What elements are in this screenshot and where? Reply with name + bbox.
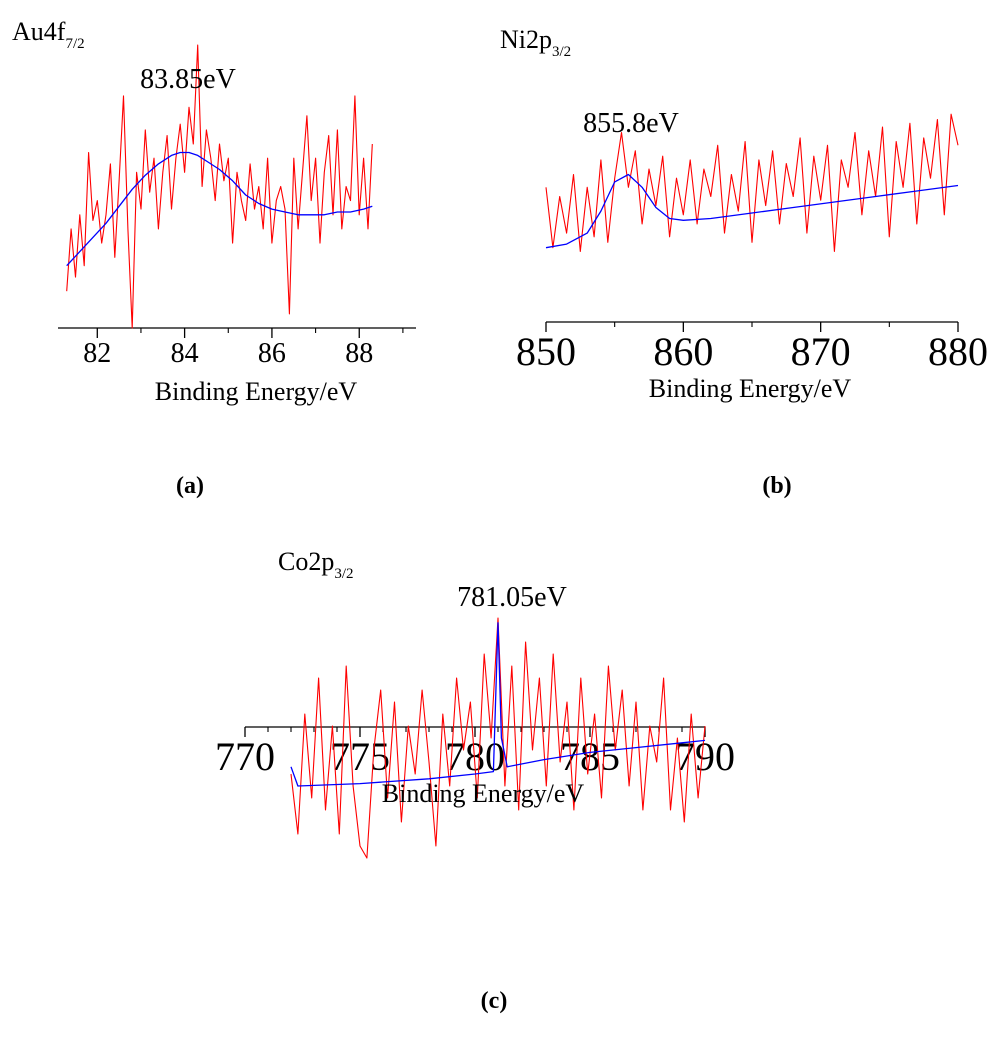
peak-annotation: 83.85eV bbox=[140, 64, 236, 95]
chart-panel-a: 82 84 86 88 Au4f7/2 83.85eV Binding Energy/eV (… bbox=[12, 17, 416, 499]
x-tick-label: 790 bbox=[675, 734, 735, 779]
x-tick-label: 88 bbox=[345, 338, 373, 369]
x-tick-label: 84 bbox=[171, 338, 199, 369]
data-series-line bbox=[290, 617, 706, 859]
fit-curve-line bbox=[545, 173, 959, 249]
panel-label: (c) bbox=[481, 988, 508, 1014]
x-tick-label: 775 bbox=[330, 734, 390, 779]
x-tick-label: 860 bbox=[653, 329, 713, 374]
x-axis-label: Binding Energy/eV bbox=[155, 377, 358, 406]
x-tick-label: 86 bbox=[258, 338, 286, 369]
spectrum-title: Co2p3/2 bbox=[278, 547, 354, 582]
panel-label: (b) bbox=[762, 473, 791, 499]
spectrum-title-subscript: 7/2 bbox=[65, 36, 84, 52]
x-tick-label: 880 bbox=[928, 329, 988, 374]
x-tick-label: 770 bbox=[215, 734, 275, 779]
x-axis-label: Binding Energy/eV bbox=[649, 374, 852, 403]
x-tick-label: 870 bbox=[791, 329, 851, 374]
fit-curve-line bbox=[66, 151, 373, 267]
data-series-line bbox=[66, 44, 373, 329]
fit-curve-line bbox=[290, 622, 706, 787]
data-series-line bbox=[545, 113, 959, 252]
peak-annotation: 781.05eV bbox=[457, 582, 567, 613]
panel-label: (a) bbox=[176, 473, 204, 499]
spectrum-title-subscript: 3/2 bbox=[334, 566, 353, 582]
chart-panel-b: 850 860 870 880 Ni2p3/2 855.8eV Binding Energy… bbox=[500, 25, 988, 499]
spectrum-title-main: Co2p bbox=[278, 547, 334, 576]
spectrum-title-main: Ni2p bbox=[500, 25, 552, 54]
spectrum-title-subscript: 3/2 bbox=[552, 44, 571, 60]
spectrum-title: Ni2p3/2 bbox=[500, 25, 571, 60]
x-axis-label: Binding Energy/eV bbox=[382, 779, 585, 808]
x-tick-label: 850 bbox=[516, 329, 576, 374]
peak-annotation: 855.8eV bbox=[583, 108, 679, 139]
x-tick-label: 82 bbox=[83, 338, 111, 369]
spectrum-title: Au4f7/2 bbox=[12, 17, 85, 52]
spectrum-title-main: Au4f bbox=[12, 17, 66, 46]
